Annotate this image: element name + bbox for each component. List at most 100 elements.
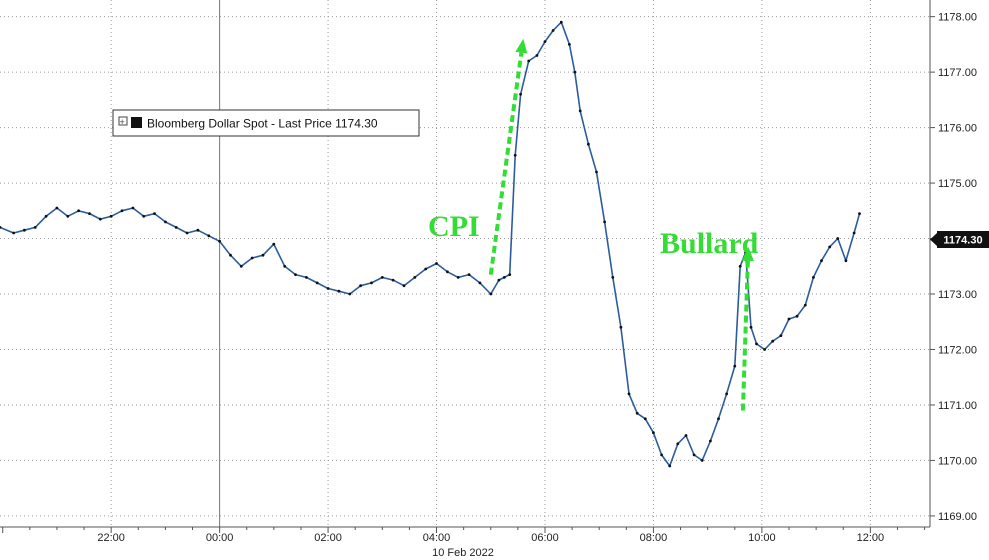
price-point — [55, 206, 59, 210]
price-point — [676, 442, 680, 446]
price-point — [120, 209, 124, 213]
price-point — [852, 231, 856, 235]
price-point — [513, 153, 517, 157]
y-tick-label-0: 1169.00 — [938, 511, 977, 523]
price-point — [446, 270, 449, 274]
price-point — [456, 276, 460, 279]
date-label: 10 Feb 2022 — [432, 547, 494, 559]
arrow-head-1 — [741, 246, 754, 261]
price-point — [164, 220, 167, 224]
price-point — [413, 276, 417, 279]
price-point — [836, 237, 840, 240]
x-tick-label-3: 04:00 — [423, 532, 451, 544]
last-price-marker: 1174.30 — [930, 231, 989, 248]
annotation-cpi: CPI — [428, 210, 480, 243]
price-point — [643, 417, 647, 421]
price-point — [627, 392, 631, 396]
price-point — [535, 54, 539, 57]
x-axis-tick-labels: 22:00 00:00 02:00 04:00 06:00 08:00 10:00 12:00 — [97, 532, 884, 544]
price-point — [508, 273, 512, 276]
arrow-shaft-1 — [740, 260, 750, 411]
x-tick-label-6: 10:00 — [748, 532, 776, 544]
price-point — [391, 278, 395, 282]
price-point — [858, 212, 861, 216]
price-point — [229, 253, 232, 257]
price-point — [668, 464, 672, 468]
last-price-box — [937, 231, 989, 248]
price-point — [478, 281, 482, 285]
price-point — [619, 325, 623, 329]
y-tick-label-9: 1178.00 — [938, 12, 977, 24]
price-point — [502, 276, 506, 279]
price-point — [595, 170, 598, 174]
price-point — [820, 259, 823, 263]
price-point — [755, 342, 758, 346]
price-point — [239, 264, 243, 268]
price-point — [660, 453, 663, 457]
price-point — [77, 209, 80, 213]
price-point — [0, 226, 2, 229]
price-point — [261, 253, 265, 257]
legend: + Bloomberg Dollar Spot - Last Price 117… — [112, 109, 420, 137]
price-point — [294, 273, 297, 276]
price-point — [738, 264, 742, 268]
x-tick-label-2: 02:00 — [314, 532, 342, 544]
legend-box — [112, 109, 420, 137]
price-point — [88, 212, 91, 216]
price-point — [185, 231, 189, 235]
price-point — [709, 439, 712, 443]
price-point — [196, 228, 200, 232]
y-tick-label-3: 1172.00 — [938, 344, 977, 356]
price-point — [348, 292, 352, 296]
price-point — [543, 40, 547, 43]
x-tick-label-1: 00:00 — [206, 532, 234, 544]
price-point — [559, 20, 563, 24]
annotation-bullard: Bullard — [660, 227, 759, 260]
price-point — [489, 292, 493, 296]
y-tick-label-8: 1177.00 — [938, 67, 977, 79]
price-point — [692, 453, 696, 457]
legend-expand-plus-icon: + — [120, 117, 125, 127]
x-tick-label-0: 22:00 — [97, 532, 125, 544]
price-point — [779, 334, 783, 337]
price-point — [174, 226, 178, 229]
price-point — [131, 206, 135, 210]
legend-expand-icon — [118, 116, 128, 126]
price-point — [402, 284, 406, 288]
price-point — [652, 431, 655, 435]
x-tick-label-4: 06:00 — [531, 532, 559, 544]
price-point — [283, 264, 287, 268]
price-point — [749, 325, 753, 329]
price-point — [551, 29, 555, 32]
price-point — [153, 212, 156, 216]
price-point — [359, 284, 362, 288]
price-point — [684, 434, 688, 437]
price-point — [424, 267, 428, 271]
price-point — [23, 228, 26, 232]
price-point — [109, 214, 113, 218]
price-point — [142, 214, 146, 218]
price-point — [207, 234, 211, 238]
price-point — [844, 259, 848, 263]
price-point — [467, 273, 471, 276]
legend-label: Bloomberg Dollar Spot - Last Price 1174.… — [147, 117, 378, 131]
y-tick-label-1: 1170.00 — [938, 455, 977, 467]
last-price-pointer — [930, 233, 937, 246]
price-point — [326, 287, 330, 290]
price-point — [803, 303, 807, 307]
price-point — [568, 43, 571, 46]
price-point — [573, 70, 577, 74]
price-point — [725, 392, 728, 396]
price-point — [763, 348, 766, 351]
price-point — [435, 262, 438, 265]
price-point — [603, 220, 606, 224]
axes — [0, 0, 935, 533]
last-price-label: 1174.30 — [943, 235, 982, 247]
price-point — [771, 339, 775, 343]
arrow-head-0 — [515, 38, 528, 54]
x-tick-label-5: 08:00 — [640, 532, 668, 544]
y-tick-label-2: 1171.00 — [938, 400, 977, 412]
price-point — [12, 231, 16, 235]
price-point — [828, 245, 832, 249]
